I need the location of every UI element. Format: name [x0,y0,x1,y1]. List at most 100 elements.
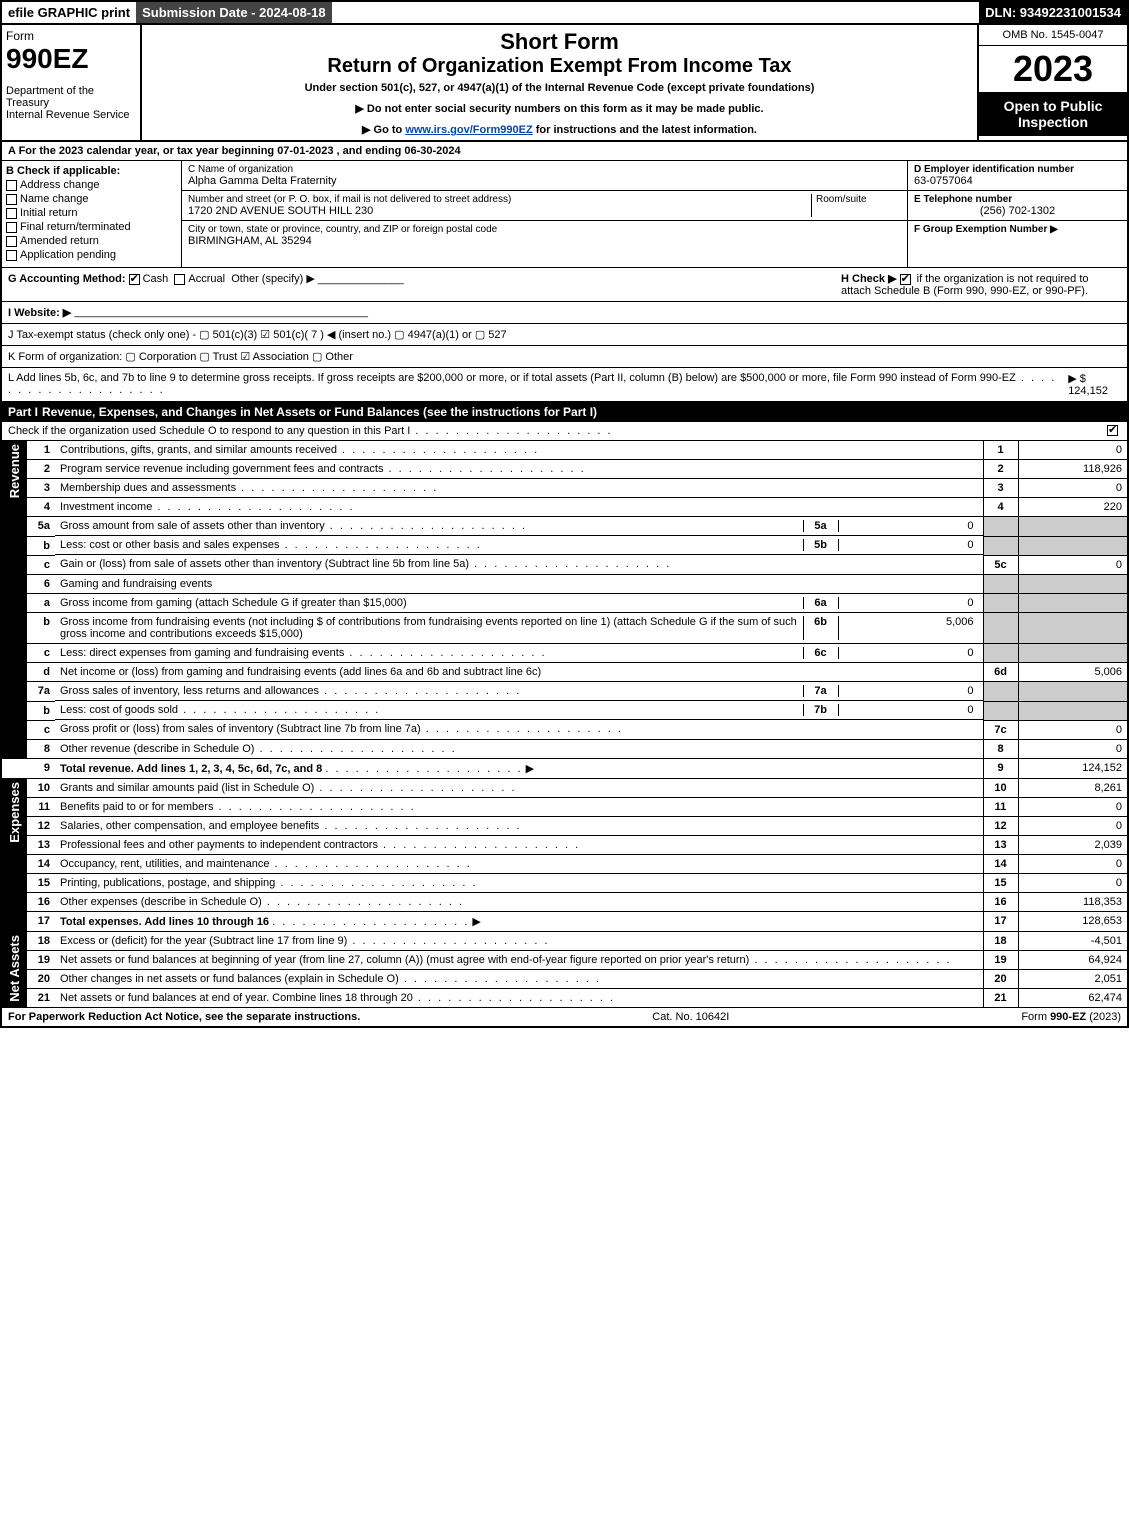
header-center: Short Form Return of Organization Exempt… [142,25,977,140]
n-3: 3 [983,479,1018,498]
cb-schedule-b[interactable] [900,274,911,285]
amt-2: 118,926 [1018,460,1128,479]
gray-5b-amt [1018,536,1128,555]
ln-13: 13 [27,835,55,854]
ein: 63-0757064 [914,175,1121,187]
cb-cash[interactable] [129,274,140,285]
txt-19: Net assets or fund balances at beginning… [55,950,983,969]
n-1: 1 [983,441,1018,460]
cb-application-pending[interactable]: Application pending [6,249,177,261]
amt-7c: 0 [1018,720,1128,739]
gray-6 [983,574,1018,593]
part-i-bar: Part I Revenue, Expenses, and Changes in… [0,402,1129,422]
ln-16: 16 [27,892,55,911]
n-15: 15 [983,873,1018,892]
subamt-5a: 0 [838,520,978,532]
ln-14: 14 [27,854,55,873]
n-7c: 7c [983,720,1018,739]
footer-mid: Cat. No. 10642I [652,1011,729,1023]
title-short-form: Short Form [150,29,969,55]
txt-12: Salaries, other compensation, and employ… [55,816,983,835]
c-street-box: Number and street (or P. O. box, if mail… [182,191,907,221]
txt-7b: Less: cost of goods sold [60,704,803,716]
txt-10: Grants and similar amounts paid (list in… [55,778,983,797]
n-14: 14 [983,854,1018,873]
irs-link[interactable]: www.irs.gov/Form990EZ [405,124,532,136]
tax-year: 2023 [979,46,1127,92]
n-20: 20 [983,969,1018,988]
gray-6c [983,644,1018,663]
part-i-check: Check if the organization used Schedule … [0,422,1129,441]
sub-5b: 5b [803,539,838,551]
txt-2: Program service revenue including govern… [55,460,983,479]
txt-7a: Gross sales of inventory, less returns a… [60,685,803,697]
txt-7c: Gross profit or (loss) from sales of inv… [55,720,983,739]
sub-6b: 6b [803,616,838,640]
top-bar: efile GRAPHIC print Submission Date - 20… [0,0,1129,25]
amt-11: 0 [1018,797,1128,816]
amt-18: -4,501 [1018,931,1128,950]
gray-7b [983,701,1018,720]
txt-6: Gaming and fundraising events [55,574,983,593]
ln-6b: b [27,613,55,644]
amt-8: 0 [1018,739,1128,758]
n-18: 18 [983,931,1018,950]
ln-6d: d [27,663,55,682]
dln: DLN: 93492231001534 [979,2,1127,23]
col-c: C Name of organization Alpha Gamma Delta… [182,161,907,267]
amt-15: 0 [1018,873,1128,892]
g-accrual: Accrual [188,273,225,285]
ln-19: 19 [27,950,55,969]
n-8: 8 [983,739,1018,758]
note-goto: ▶ Go to www.irs.gov/Form990EZ for instru… [150,123,969,136]
form-header: Form 990EZ Department of the Treasury In… [0,25,1129,142]
cb-final-return[interactable]: Final return/terminated [6,221,177,233]
row-a-calendar-year: A For the 2023 calendar year, or tax yea… [0,142,1129,161]
gray-7a-amt [1018,682,1128,702]
cb-amended-return[interactable]: Amended return [6,235,177,247]
txt-20: Other changes in net assets or fund bala… [55,969,983,988]
ln-6: 6 [27,574,55,593]
g-cash: Cash [143,273,169,285]
c-city-box: City or town, state or province, country… [182,221,907,250]
ln-15: 15 [27,873,55,892]
n-11: 11 [983,797,1018,816]
note-goto-post: for instructions and the latest informat… [533,124,757,136]
g-other: Other (specify) ▶ [231,273,315,285]
txt-5a: Gross amount from sale of assets other t… [60,520,803,532]
subamt-6b: 5,006 [838,616,978,640]
txt-11: Benefits paid to or for members [55,797,983,816]
n-9: 9 [983,758,1018,778]
h-label: H Check ▶ [841,273,897,285]
amt-14: 0 [1018,854,1128,873]
txt-6c: Less: direct expenses from gaming and fu… [60,647,803,659]
gray-7a [983,682,1018,702]
cb-accrual[interactable] [174,274,185,285]
row-j-tax-status: J Tax-exempt status (check only one) - ▢… [0,324,1129,346]
ln-21: 21 [27,988,55,1007]
txt-13: Professional fees and other payments to … [55,835,983,854]
cb-initial-return[interactable]: Initial return [6,207,177,219]
header-left: Form 990EZ Department of the Treasury In… [2,25,142,140]
n-5c: 5c [983,555,1018,574]
gray-6-amt [1018,574,1128,593]
i-label: I Website: ▶ [8,306,71,319]
cb-address-change[interactable]: Address change [6,179,177,191]
col-b-checkboxes: B Check if applicable: Address change Na… [2,161,182,267]
txt-17: Total expenses. Add lines 10 through 16 … [55,911,983,931]
cb-name-change[interactable]: Name change [6,193,177,205]
txt-6a: Gross income from gaming (attach Schedul… [60,597,803,609]
ln-5c: c [27,555,55,574]
amt-5c: 0 [1018,555,1128,574]
gray-5b [983,536,1018,555]
amt-4: 220 [1018,498,1128,517]
txt-21: Net assets or fund balances at end of ye… [55,988,983,1007]
ln-5a: 5a [27,517,55,537]
footer-left: For Paperwork Reduction Act Notice, see … [8,1011,360,1023]
cb-schedule-o[interactable] [1107,425,1118,436]
f-label: F Group Exemption Number ▶ [914,224,1121,235]
n-2: 2 [983,460,1018,479]
n-17: 17 [983,911,1018,931]
part-i-title: Revenue, Expenses, and Changes in Net As… [42,405,597,419]
subtitle: Under section 501(c), 527, or 4947(a)(1)… [150,82,969,94]
